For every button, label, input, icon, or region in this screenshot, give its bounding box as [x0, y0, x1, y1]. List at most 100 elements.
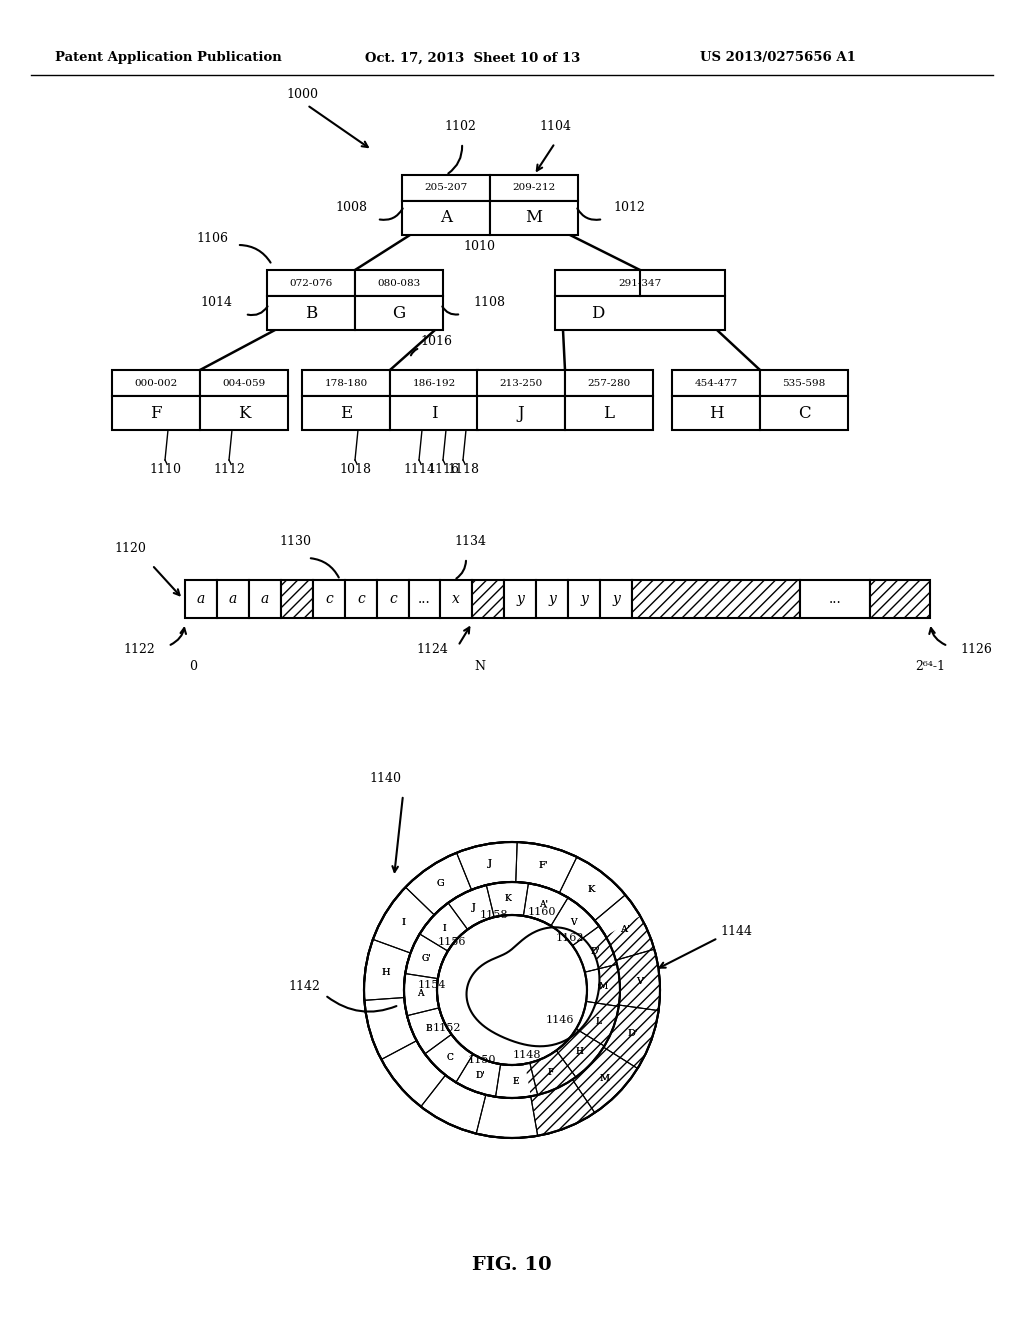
Bar [870, 579, 930, 618]
Text: M: M [599, 982, 608, 990]
Text: 1162: 1162 [556, 933, 585, 942]
Bar [672, 396, 760, 430]
Text: L: L [595, 1016, 601, 1026]
Bar [490, 176, 578, 201]
Text: 072-076: 072-076 [290, 279, 333, 288]
Circle shape [437, 915, 587, 1065]
Text: y: y [580, 591, 588, 606]
Text: Patent Application Publication: Patent Application Publication [55, 51, 282, 65]
Text: D': D' [590, 946, 600, 956]
Text: D': D' [476, 1072, 485, 1081]
Text: A: A [418, 990, 424, 998]
Text: 1134: 1134 [454, 535, 486, 548]
Text: D': D' [627, 1030, 638, 1039]
Text: a: a [197, 591, 205, 606]
Text: F': F' [539, 862, 548, 870]
Text: 454-477: 454-477 [694, 379, 737, 388]
Text: N: N [474, 660, 485, 673]
Text: y: y [548, 591, 556, 606]
Text: 1108: 1108 [473, 296, 505, 309]
Text: US 2013/0275656 A1: US 2013/0275656 A1 [700, 51, 856, 65]
Text: A: A [418, 990, 424, 998]
Text: ...: ... [828, 591, 842, 606]
Text: A: A [440, 210, 452, 227]
Bar [267, 271, 355, 296]
Bar [302, 370, 390, 396]
Text: Oct. 17, 2013  Sheet 10 of 13: Oct. 17, 2013 Sheet 10 of 13 [365, 51, 581, 65]
Text: I: I [442, 924, 446, 933]
Text: V: V [570, 917, 578, 927]
Bar [217, 579, 249, 618]
Text: M: M [599, 1074, 609, 1084]
Text: K: K [505, 894, 511, 903]
Text: 1000: 1000 [286, 88, 318, 102]
Text: 1010: 1010 [463, 240, 495, 253]
Bar [536, 579, 568, 618]
Bar [402, 176, 490, 201]
Text: I: I [431, 404, 437, 421]
Text: F': F' [539, 862, 548, 870]
Wedge shape [404, 882, 620, 1098]
Text: 1124: 1124 [416, 643, 449, 656]
Text: 2⁶⁴-1: 2⁶⁴-1 [915, 660, 945, 673]
Text: 1156: 1156 [437, 937, 466, 946]
Bar [477, 396, 565, 430]
Text: D: D [591, 305, 604, 322]
Text: 213-250: 213-250 [500, 379, 543, 388]
Bar [672, 370, 760, 396]
Text: 1112: 1112 [213, 463, 245, 477]
Text: 178-180: 178-180 [325, 379, 368, 388]
Text: L: L [595, 1016, 601, 1026]
Text: 1148: 1148 [513, 1049, 542, 1060]
Text: G': G' [421, 954, 431, 964]
Text: K: K [505, 894, 511, 903]
Text: 291-347: 291-347 [618, 279, 662, 288]
Bar [355, 271, 443, 296]
Text: F: F [548, 1068, 554, 1077]
Text: F: F [151, 404, 162, 421]
Text: G: G [436, 879, 444, 888]
Circle shape [364, 842, 660, 1138]
Text: 1116: 1116 [427, 463, 459, 477]
Text: G: G [436, 879, 444, 888]
Text: x: x [452, 591, 460, 606]
Bar [800, 579, 870, 618]
Bar [760, 370, 848, 396]
Text: c: c [326, 591, 333, 606]
Bar [249, 579, 281, 618]
Bar [600, 579, 632, 618]
Text: 000-002: 000-002 [134, 379, 177, 388]
Text: 209-212: 209-212 [512, 183, 556, 193]
Text: 004-059: 004-059 [222, 379, 265, 388]
Text: 1140: 1140 [369, 772, 401, 785]
Bar [302, 396, 390, 430]
Text: 1160: 1160 [527, 907, 556, 917]
Bar [390, 370, 478, 396]
Text: ...: ... [418, 591, 431, 606]
Text: H: H [381, 968, 389, 977]
Text: 1106: 1106 [196, 232, 228, 246]
Bar [313, 579, 345, 618]
Text: 1014: 1014 [200, 296, 232, 309]
Bar [355, 296, 443, 330]
Text: L: L [603, 404, 614, 421]
Text: A': A' [621, 925, 630, 935]
Bar [632, 579, 800, 618]
Bar [477, 370, 565, 396]
Text: M: M [599, 982, 608, 990]
Text: a: a [229, 591, 238, 606]
Bar [490, 201, 578, 235]
Text: B: B [305, 305, 317, 322]
Text: 1104: 1104 [539, 120, 571, 133]
Text: G': G' [421, 954, 431, 964]
Text: A': A' [539, 899, 548, 908]
Text: 1146: 1146 [546, 1015, 574, 1026]
Text: c: c [389, 591, 397, 606]
Text: FIG. 10: FIG. 10 [472, 1257, 552, 1274]
Text: K: K [238, 404, 250, 421]
Text: H: H [575, 1047, 584, 1056]
Text: y: y [516, 591, 524, 606]
Text: 1110: 1110 [150, 463, 181, 477]
Text: 1126: 1126 [961, 643, 992, 656]
Text: H: H [381, 968, 389, 977]
